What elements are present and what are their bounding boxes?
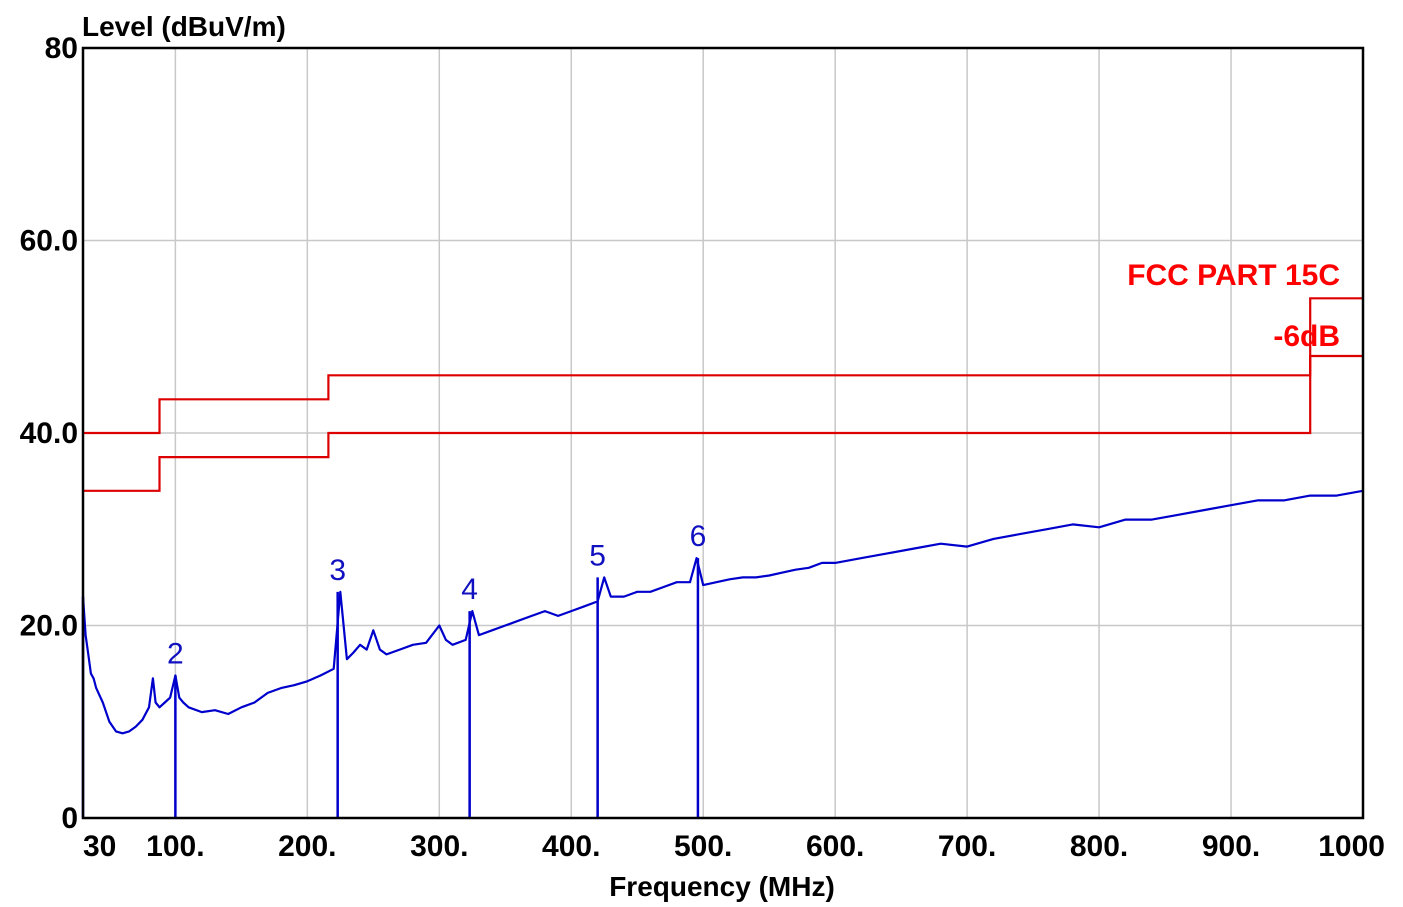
y-axis-title: Level (dBuV/m) — [82, 11, 286, 42]
x-tick-label: 200. — [278, 830, 336, 863]
y-tick-label: 0 — [61, 802, 78, 835]
x-tick-label: 400. — [542, 830, 600, 863]
x-tick-label: 600. — [806, 830, 864, 863]
plot-frame — [81, 46, 1365, 820]
measurement-trace — [81, 489, 1364, 735]
marker-label: 4 — [461, 573, 478, 606]
y-tick-label: 40.0 — [20, 417, 78, 450]
y-tick-labels: 0 20.0 40.0 60.0 80 — [20, 32, 78, 835]
y-tick-label: 20.0 — [20, 610, 78, 643]
limit-lines — [83, 297, 1363, 492]
x-tick-labels: 30 100. 200. 300. 400. 500. 600. 700. 800. 900. 10… — [83, 830, 1385, 863]
x-axis-title: Frequency (MHz) — [609, 871, 835, 902]
limit-label: -6dB — [1273, 320, 1340, 353]
y-tick-label: 60.0 — [20, 225, 78, 258]
x-tick-label: 500. — [674, 830, 732, 863]
limit-label: FCC PART 15C — [1127, 259, 1340, 292]
x-tick-label: 1000 — [1318, 830, 1385, 863]
marker-label: 3 — [329, 554, 346, 587]
limit-labels: FCC PART 15C -6dB — [1127, 259, 1340, 353]
x-tick-label: 800. — [1070, 830, 1128, 863]
limit-line — [83, 354, 1363, 492]
x-tick-label: 700. — [938, 830, 996, 863]
y-tick-label: 80 — [45, 32, 78, 65]
limit-line — [83, 297, 1363, 435]
marker-label: 5 — [589, 539, 606, 572]
x-tick-label: 30 — [83, 830, 116, 863]
marker-label: 2 — [167, 638, 184, 671]
x-tick-label: 100. — [146, 830, 204, 863]
x-tick-label: 300. — [410, 830, 468, 863]
x-tick-label: 900. — [1202, 830, 1260, 863]
marker-label: 6 — [690, 520, 707, 553]
